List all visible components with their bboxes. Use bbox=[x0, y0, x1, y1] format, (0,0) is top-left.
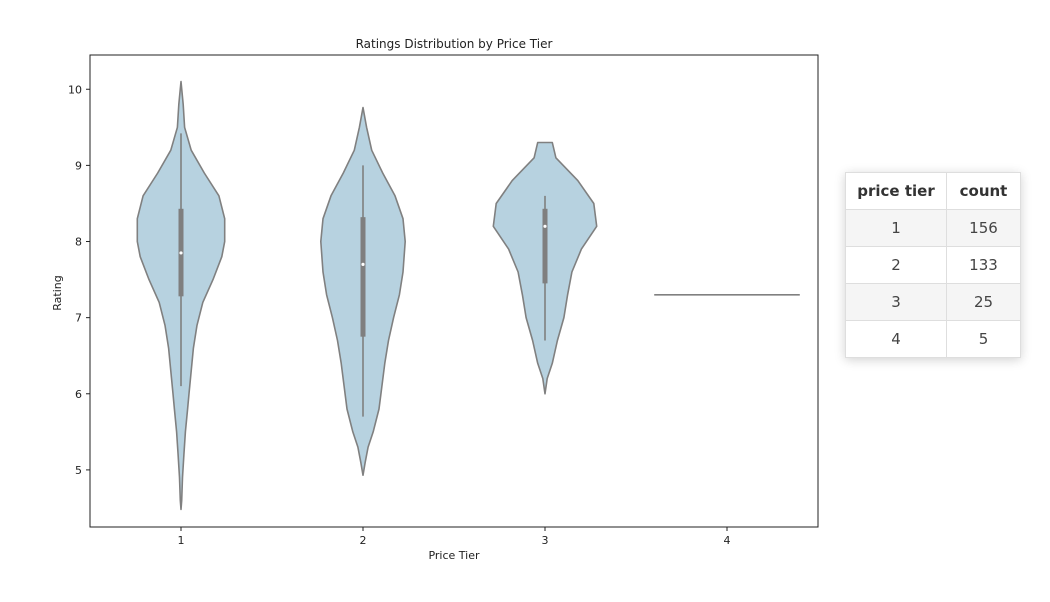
cell-count: 5 bbox=[946, 320, 1021, 358]
x-tick-label: 2 bbox=[360, 534, 367, 547]
y-tick-label: 6 bbox=[75, 388, 82, 401]
count-table: price tier count 1 156 2 133 3 25 4 5 bbox=[845, 172, 1021, 358]
cell-price-tier: 1 bbox=[845, 209, 947, 247]
table-row: 2 133 bbox=[845, 246, 1021, 284]
table-row: 3 25 bbox=[845, 283, 1021, 321]
cell-price-tier: 3 bbox=[845, 283, 947, 321]
violin-median-dot bbox=[179, 251, 183, 255]
cell-count: 25 bbox=[946, 283, 1021, 321]
x-tick-label: 1 bbox=[178, 534, 185, 547]
violin-iqr-box bbox=[542, 208, 548, 284]
y-axis: 5 6 7 8 9 10 bbox=[68, 83, 90, 477]
cell-price-tier: 2 bbox=[845, 246, 947, 284]
y-axis-label: Rating bbox=[51, 275, 64, 310]
x-tick-label: 3 bbox=[542, 534, 549, 547]
violin-2 bbox=[320, 106, 406, 476]
chart-title: Ratings Distribution by Price Tier bbox=[356, 37, 553, 51]
cell-count: 156 bbox=[946, 209, 1021, 247]
x-axis: 1 2 3 4 bbox=[178, 527, 731, 547]
violin-3 bbox=[492, 141, 598, 395]
table-header-row: price tier count bbox=[845, 172, 1021, 210]
violins-group bbox=[136, 80, 800, 511]
table-row: 4 5 bbox=[845, 320, 1021, 358]
violin-chart: Ratings Distribution by Price Tier Price… bbox=[51, 37, 819, 562]
cell-price-tier: 4 bbox=[845, 320, 947, 358]
table-row: 1 156 bbox=[845, 209, 1021, 247]
y-tick-label: 5 bbox=[75, 464, 82, 477]
violin-median-dot bbox=[543, 224, 547, 228]
y-tick-label: 10 bbox=[68, 83, 82, 96]
violin-iqr-box bbox=[360, 217, 366, 337]
y-tick-label: 7 bbox=[75, 312, 82, 325]
cell-count: 133 bbox=[946, 246, 1021, 284]
violin-1 bbox=[136, 80, 226, 511]
y-tick-label: 8 bbox=[75, 236, 82, 249]
count-table-card: price tier count 1 156 2 133 3 25 4 5 bbox=[845, 172, 1021, 358]
violin-median-dot bbox=[361, 262, 365, 266]
x-tick-label: 4 bbox=[724, 534, 731, 547]
header-count: count bbox=[946, 172, 1021, 210]
x-axis-label: Price Tier bbox=[428, 549, 480, 562]
plot-frame bbox=[89, 54, 819, 528]
header-price-tier: price tier bbox=[845, 172, 947, 210]
y-tick-label: 9 bbox=[75, 159, 82, 172]
